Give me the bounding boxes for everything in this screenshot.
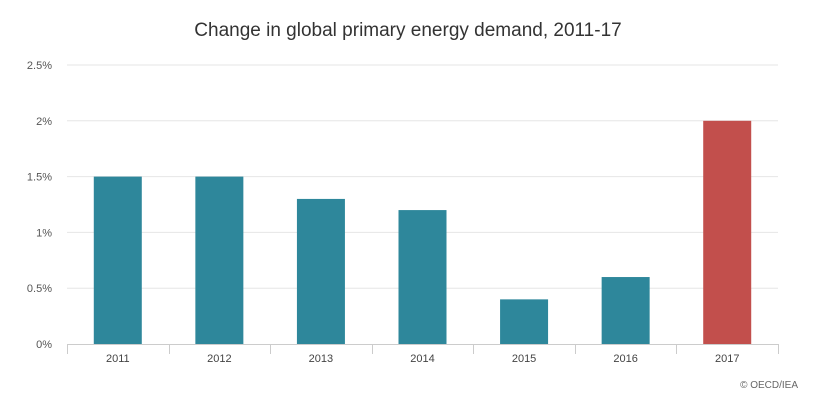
source-credit: © OECD/IEA — [740, 380, 798, 391]
x-axis — [67, 344, 779, 354]
x-tick-label: 2014 — [410, 353, 434, 365]
x-axis-labels: 2011 2012 2013 2014 2015 2016 2017 — [106, 353, 739, 365]
y-axis-labels: 0% 0.5% 1% 1.5% 2% 2.5% — [27, 60, 52, 351]
x-tick-label: 2016 — [613, 353, 637, 365]
x-tick-label: 2013 — [309, 353, 333, 365]
bar-2012 — [195, 176, 244, 344]
chart-title: Change in global primary energy demand, … — [194, 20, 622, 41]
y-tick-label: 2.5% — [27, 60, 52, 72]
bar-2017 — [703, 120, 752, 344]
x-tick-label: 2012 — [207, 353, 231, 365]
y-tick-label: 0.5% — [27, 283, 52, 295]
x-tick-label: 2011 — [106, 353, 130, 365]
bar-2015 — [500, 299, 549, 344]
bar-2011 — [93, 176, 142, 344]
bar-2014 — [398, 210, 447, 344]
y-tick-label: 0% — [36, 339, 52, 351]
bars — [93, 120, 752, 344]
x-tick-label: 2015 — [512, 353, 536, 365]
bar-2013 — [296, 198, 345, 344]
y-tick-label: 2% — [36, 116, 52, 128]
y-tick-label: 1.5% — [27, 172, 52, 184]
y-tick-label: 1% — [36, 227, 52, 239]
bar-2016 — [601, 277, 650, 344]
x-tick-label: 2017 — [715, 353, 739, 365]
